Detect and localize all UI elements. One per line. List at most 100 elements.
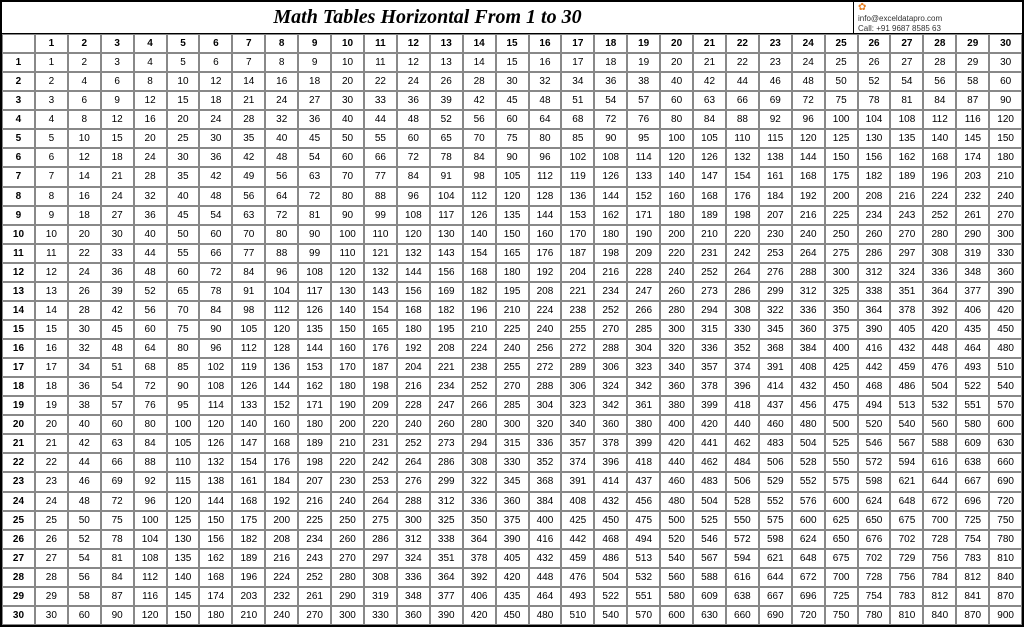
table-cell: 192 xyxy=(265,492,298,511)
table-cell: 300 xyxy=(989,225,1022,244)
table-cell: 120 xyxy=(496,187,529,206)
table-cell: 351 xyxy=(430,549,463,568)
table-cell: 180 xyxy=(989,148,1022,167)
table-cell: 189 xyxy=(232,549,265,568)
table-cell: 42 xyxy=(693,72,726,91)
table-cell: 15 xyxy=(101,129,134,148)
table-cell: 147 xyxy=(232,434,265,453)
table-cell: 360 xyxy=(792,320,825,339)
table-cell: 198 xyxy=(726,206,759,225)
table-cell: 105 xyxy=(693,129,726,148)
table-cell: 220 xyxy=(726,225,759,244)
table-row: 5510152025303540455055606570758085909510… xyxy=(2,129,1022,148)
table-cell: 513 xyxy=(890,396,923,415)
table-cell: 78 xyxy=(101,530,134,549)
table-cell: 231 xyxy=(693,244,726,263)
table-cell: 36 xyxy=(594,72,627,91)
table-cell: 275 xyxy=(364,511,397,530)
table-cell: 432 xyxy=(594,492,627,511)
table-cell: 648 xyxy=(890,492,923,511)
table-cell: 126 xyxy=(232,377,265,396)
table-cell: 76 xyxy=(627,110,660,129)
table-cell: 288 xyxy=(792,263,825,282)
table-cell: 380 xyxy=(660,396,693,415)
table-cell: 81 xyxy=(298,206,331,225)
table-cell: 60 xyxy=(199,225,232,244)
table-cell: 50 xyxy=(167,225,200,244)
table-cell: 338 xyxy=(858,282,891,301)
table-cell: 110 xyxy=(331,244,364,263)
table-cell: 169 xyxy=(430,282,463,301)
row-label: 26 xyxy=(2,530,35,549)
table-header-row: 1234567891011121314151617181920212223242… xyxy=(2,34,1022,53)
column-header: 19 xyxy=(627,34,660,53)
table-cell: 234 xyxy=(430,377,463,396)
table-cell: 126 xyxy=(693,148,726,167)
table-cell: 644 xyxy=(759,568,792,587)
table-cell: 34 xyxy=(561,72,594,91)
table-cell: 108 xyxy=(199,377,232,396)
table-cell: 351 xyxy=(890,282,923,301)
table-cell: 285 xyxy=(627,320,660,339)
table-row: 7714212835424956637077849198105112119126… xyxy=(2,167,1022,186)
table-cell: 600 xyxy=(792,511,825,530)
table-cell: 144 xyxy=(199,492,232,511)
table-cell: 145 xyxy=(167,587,200,606)
table-cell: 504 xyxy=(923,377,956,396)
table-row: 6612182430364248546066727884909610210811… xyxy=(2,148,1022,167)
table-cell: 150 xyxy=(989,129,1022,148)
table-cell: 48 xyxy=(68,492,101,511)
table-cell: 756 xyxy=(923,549,956,568)
table-cell: 450 xyxy=(594,511,627,530)
table-cell: 7 xyxy=(232,53,265,72)
table-cell: 378 xyxy=(463,549,496,568)
table-cell: 522 xyxy=(956,377,989,396)
row-label: 21 xyxy=(2,434,35,453)
table-row: 2626527810413015618220823426028631233836… xyxy=(2,530,1022,549)
table-cell: 750 xyxy=(825,606,858,625)
table-cell: 32 xyxy=(265,110,298,129)
table-cell: 110 xyxy=(726,129,759,148)
table-cell: 238 xyxy=(561,301,594,320)
table-cell: 16 xyxy=(134,110,167,129)
table-cell: 231 xyxy=(364,434,397,453)
table-cell: 91 xyxy=(232,282,265,301)
table-cell: 81 xyxy=(890,91,923,110)
table-cell: 437 xyxy=(627,472,660,491)
table-cell: 32 xyxy=(529,72,562,91)
table-cell: 20 xyxy=(35,415,68,434)
table-cell: 66 xyxy=(101,453,134,472)
table-row: 2424487296120144168192216240264288312336… xyxy=(2,492,1022,511)
table-cell: 92 xyxy=(134,472,167,491)
table-cell: 30 xyxy=(101,225,134,244)
table-cell: 396 xyxy=(726,377,759,396)
table-cell: 150 xyxy=(167,606,200,625)
table-cell: 784 xyxy=(923,568,956,587)
table-cell: 150 xyxy=(825,148,858,167)
table-cell: 375 xyxy=(825,320,858,339)
table-cell: 459 xyxy=(890,358,923,377)
table-cell: 182 xyxy=(858,167,891,186)
table-cell: 77 xyxy=(364,167,397,186)
table-cell: 160 xyxy=(529,225,562,244)
table-cell: 377 xyxy=(430,587,463,606)
row-label: 10 xyxy=(2,225,35,244)
table-cell: 108 xyxy=(890,110,923,129)
table-cell: 115 xyxy=(759,129,792,148)
table-cell: 182 xyxy=(232,530,265,549)
column-header: 13 xyxy=(430,34,463,53)
table-cell: 432 xyxy=(529,549,562,568)
column-header: 25 xyxy=(825,34,858,53)
table-cell: 756 xyxy=(890,568,923,587)
table-cell: 280 xyxy=(923,225,956,244)
table-cell: 216 xyxy=(265,549,298,568)
table-cell: 560 xyxy=(660,568,693,587)
table-cell: 406 xyxy=(956,301,989,320)
contact-phone: Call: +91 9687 8585 63 xyxy=(858,24,1018,34)
table-cell: 80 xyxy=(331,187,364,206)
table-cell: 126 xyxy=(463,206,496,225)
table-cell: 506 xyxy=(759,453,792,472)
table-cell: 24 xyxy=(35,492,68,511)
table-cell: 145 xyxy=(956,129,989,148)
table-cell: 220 xyxy=(660,244,693,263)
